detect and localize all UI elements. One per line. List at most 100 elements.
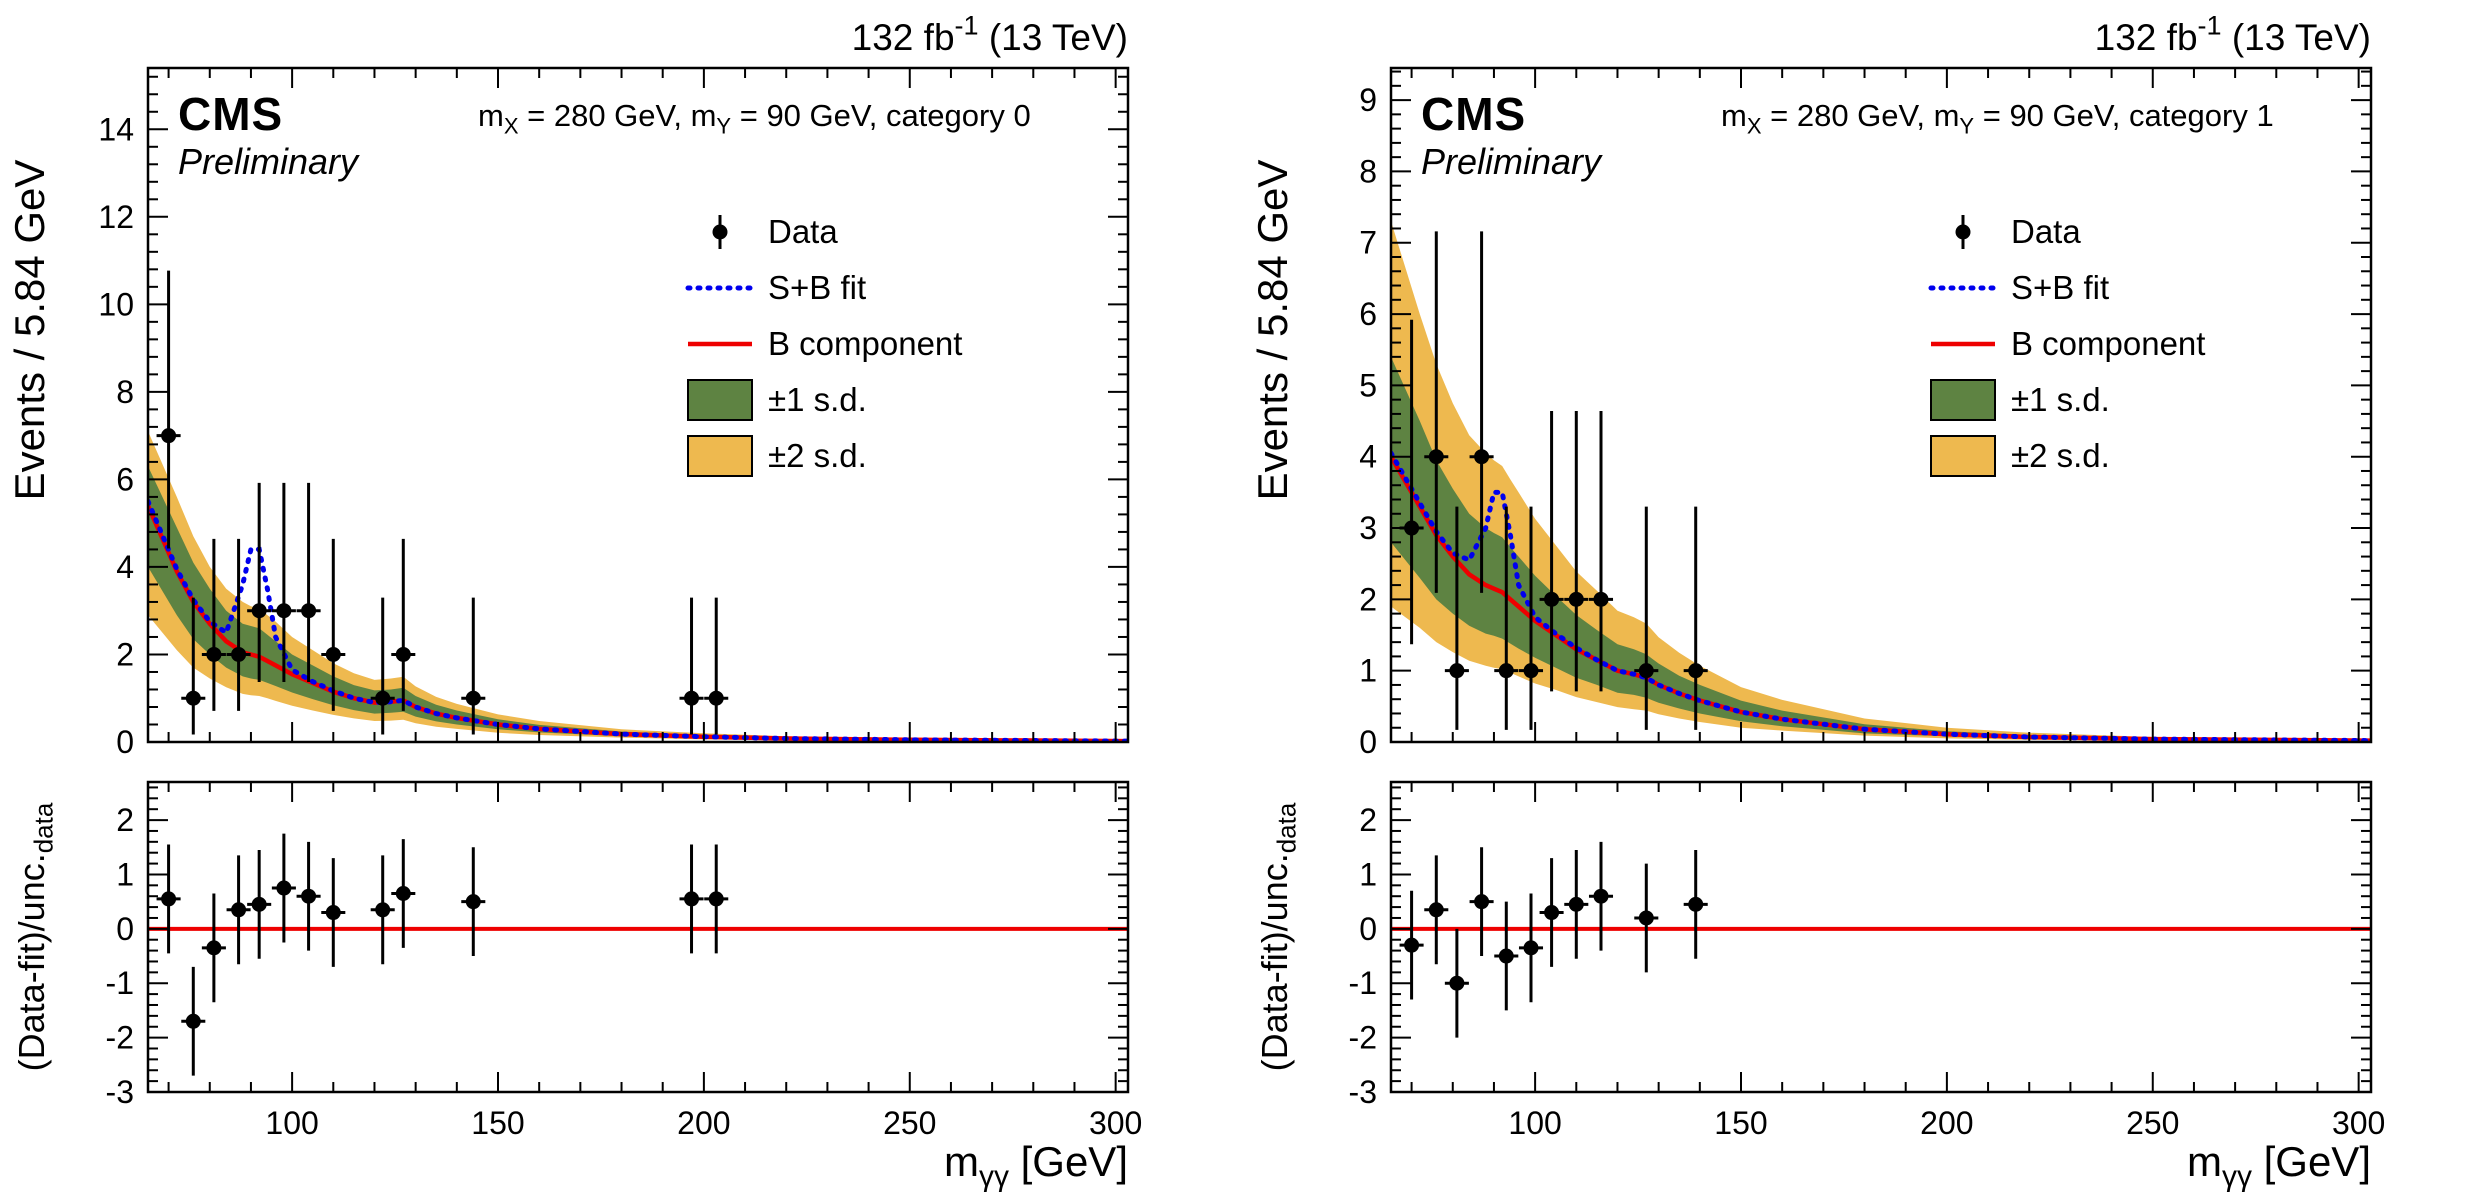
legend-label: S+B fit bbox=[768, 269, 866, 306]
data-point bbox=[251, 603, 267, 619]
data-points bbox=[156, 270, 729, 735]
legend: Data S+B fit B component ±1 s.d. ±2 s.d. bbox=[1928, 213, 2205, 477]
svg-text:-1: -1 bbox=[1349, 965, 1377, 1001]
svg-text:7: 7 bbox=[1359, 225, 1377, 261]
band-2sd bbox=[148, 431, 1128, 742]
ratio-points bbox=[1399, 841, 1708, 1038]
ratio-point bbox=[206, 940, 222, 956]
lumi-label: 132 fb-1 (13 TeV) bbox=[2095, 11, 2371, 59]
y-axis-title: Events / 5.84 GeV bbox=[1249, 160, 1296, 501]
svg-text:12: 12 bbox=[98, 199, 134, 235]
legend-label: ±1 s.d. bbox=[2011, 381, 2110, 418]
data-point bbox=[301, 603, 317, 619]
ratio-point bbox=[1404, 937, 1420, 953]
plot-category-1: 0 1 2 3 4 5 6 7 8 9 -3 -2 -1 0 1 2 100 150 200 250 300 132 fb… bbox=[1249, 11, 2385, 1192]
ratio-frame bbox=[1389, 780, 2373, 1094]
svg-text:200: 200 bbox=[677, 1105, 730, 1141]
sb-fit-curve bbox=[1391, 450, 2371, 742]
data-point bbox=[1498, 663, 1514, 679]
svg-text:-2: -2 bbox=[1349, 1020, 1377, 1056]
ratio-point bbox=[1498, 948, 1514, 964]
data-point bbox=[1523, 663, 1539, 679]
figure-category-1: 0 1 2 3 4 5 6 7 8 9 -3 -2 -1 0 1 2 100 150 200 250 300 132 fb… bbox=[1243, 0, 2486, 1192]
legend-label: ±2 s.d. bbox=[2011, 437, 2110, 474]
svg-text:300: 300 bbox=[2332, 1105, 2385, 1141]
svg-text:0: 0 bbox=[116, 911, 134, 947]
legend-band-swatch bbox=[1930, 435, 1996, 477]
band-2sd bbox=[1391, 221, 2371, 742]
legend-label: B component bbox=[2011, 325, 2205, 362]
ratio-point bbox=[251, 896, 267, 912]
svg-text:200: 200 bbox=[1920, 1105, 1973, 1141]
data-points bbox=[1399, 231, 1708, 730]
svg-text:250: 250 bbox=[2126, 1105, 2179, 1141]
svg-text:4: 4 bbox=[116, 549, 134, 585]
main-plot-area bbox=[1391, 221, 2371, 742]
data-point bbox=[1593, 591, 1609, 607]
svg-text:2: 2 bbox=[1359, 581, 1377, 617]
legend-band-swatch bbox=[687, 435, 753, 477]
category-label: mX = 280 GeV, mY = 90 GeV, category 1 bbox=[1721, 98, 2274, 138]
data-point bbox=[161, 428, 177, 444]
ratio-point bbox=[1474, 894, 1490, 910]
ratio-point bbox=[1523, 940, 1539, 956]
x-axis-title: mγγ [GeV] bbox=[2187, 1138, 2371, 1192]
ratio-point bbox=[276, 880, 292, 896]
data-point bbox=[1404, 520, 1420, 536]
ratio-point bbox=[325, 905, 341, 921]
ratio-point bbox=[161, 891, 177, 907]
data-point bbox=[1638, 663, 1654, 679]
ratio-y-axis-title: (Data-fit)/unc.data bbox=[1254, 802, 1302, 1071]
legend-label: ±2 s.d. bbox=[768, 437, 867, 474]
ratio-point bbox=[1568, 896, 1584, 912]
main-plot-area bbox=[148, 431, 1128, 742]
ratio-point bbox=[1544, 905, 1560, 921]
ratio-point bbox=[708, 891, 724, 907]
ratio-point bbox=[1449, 975, 1465, 991]
svg-text:6: 6 bbox=[116, 461, 134, 497]
cms-label: CMS bbox=[1421, 88, 1526, 140]
data-point bbox=[206, 646, 222, 662]
ratio-point bbox=[375, 902, 391, 918]
svg-text:-1: -1 bbox=[106, 965, 134, 1001]
data-point bbox=[708, 690, 724, 706]
legend-data-marker bbox=[712, 224, 728, 240]
svg-text:6: 6 bbox=[1359, 296, 1377, 332]
legend-data-marker bbox=[1955, 224, 1971, 240]
ratio-point bbox=[395, 885, 411, 901]
data-point bbox=[1428, 449, 1444, 465]
ratio-point bbox=[1688, 896, 1704, 912]
axis-ticks bbox=[1391, 68, 2371, 1093]
main-frame bbox=[146, 66, 1130, 744]
data-point bbox=[185, 690, 201, 706]
legend-label: Data bbox=[768, 213, 838, 250]
svg-text:2: 2 bbox=[1359, 802, 1377, 838]
svg-text:4: 4 bbox=[1359, 439, 1377, 475]
ratio-point bbox=[1638, 910, 1654, 926]
svg-text:150: 150 bbox=[1714, 1105, 1767, 1141]
legend-band-swatch bbox=[1930, 379, 1996, 421]
svg-text:1: 1 bbox=[1359, 856, 1377, 892]
data-point bbox=[375, 690, 391, 706]
ratio-points bbox=[156, 833, 729, 1076]
legend-label: B component bbox=[768, 325, 962, 362]
figure-category-0: 0 2 4 6 8 10 12 14 -3 -2 -1 0 1 2 100 150 200 250 300 132 f… bbox=[0, 0, 1243, 1192]
data-point bbox=[684, 690, 700, 706]
cms-label: CMS bbox=[178, 88, 283, 140]
svg-text:300: 300 bbox=[1089, 1105, 1142, 1141]
ratio-point bbox=[231, 902, 247, 918]
svg-text:250: 250 bbox=[883, 1105, 936, 1141]
data-point bbox=[395, 646, 411, 662]
svg-text:-3: -3 bbox=[1349, 1074, 1377, 1110]
legend-band-swatch bbox=[687, 379, 753, 421]
svg-text:0: 0 bbox=[116, 724, 134, 760]
sb-fit-curve bbox=[148, 498, 1128, 742]
legend-label: S+B fit bbox=[2011, 269, 2109, 306]
lumi-label: 132 fb-1 (13 TeV) bbox=[852, 11, 1128, 59]
svg-text:-2: -2 bbox=[106, 1020, 134, 1056]
svg-text:8: 8 bbox=[1359, 153, 1377, 189]
svg-text:-3: -3 bbox=[106, 1074, 134, 1110]
legend: Data S+B fit B component ±1 s.d. ±2 s.d. bbox=[685, 213, 962, 477]
